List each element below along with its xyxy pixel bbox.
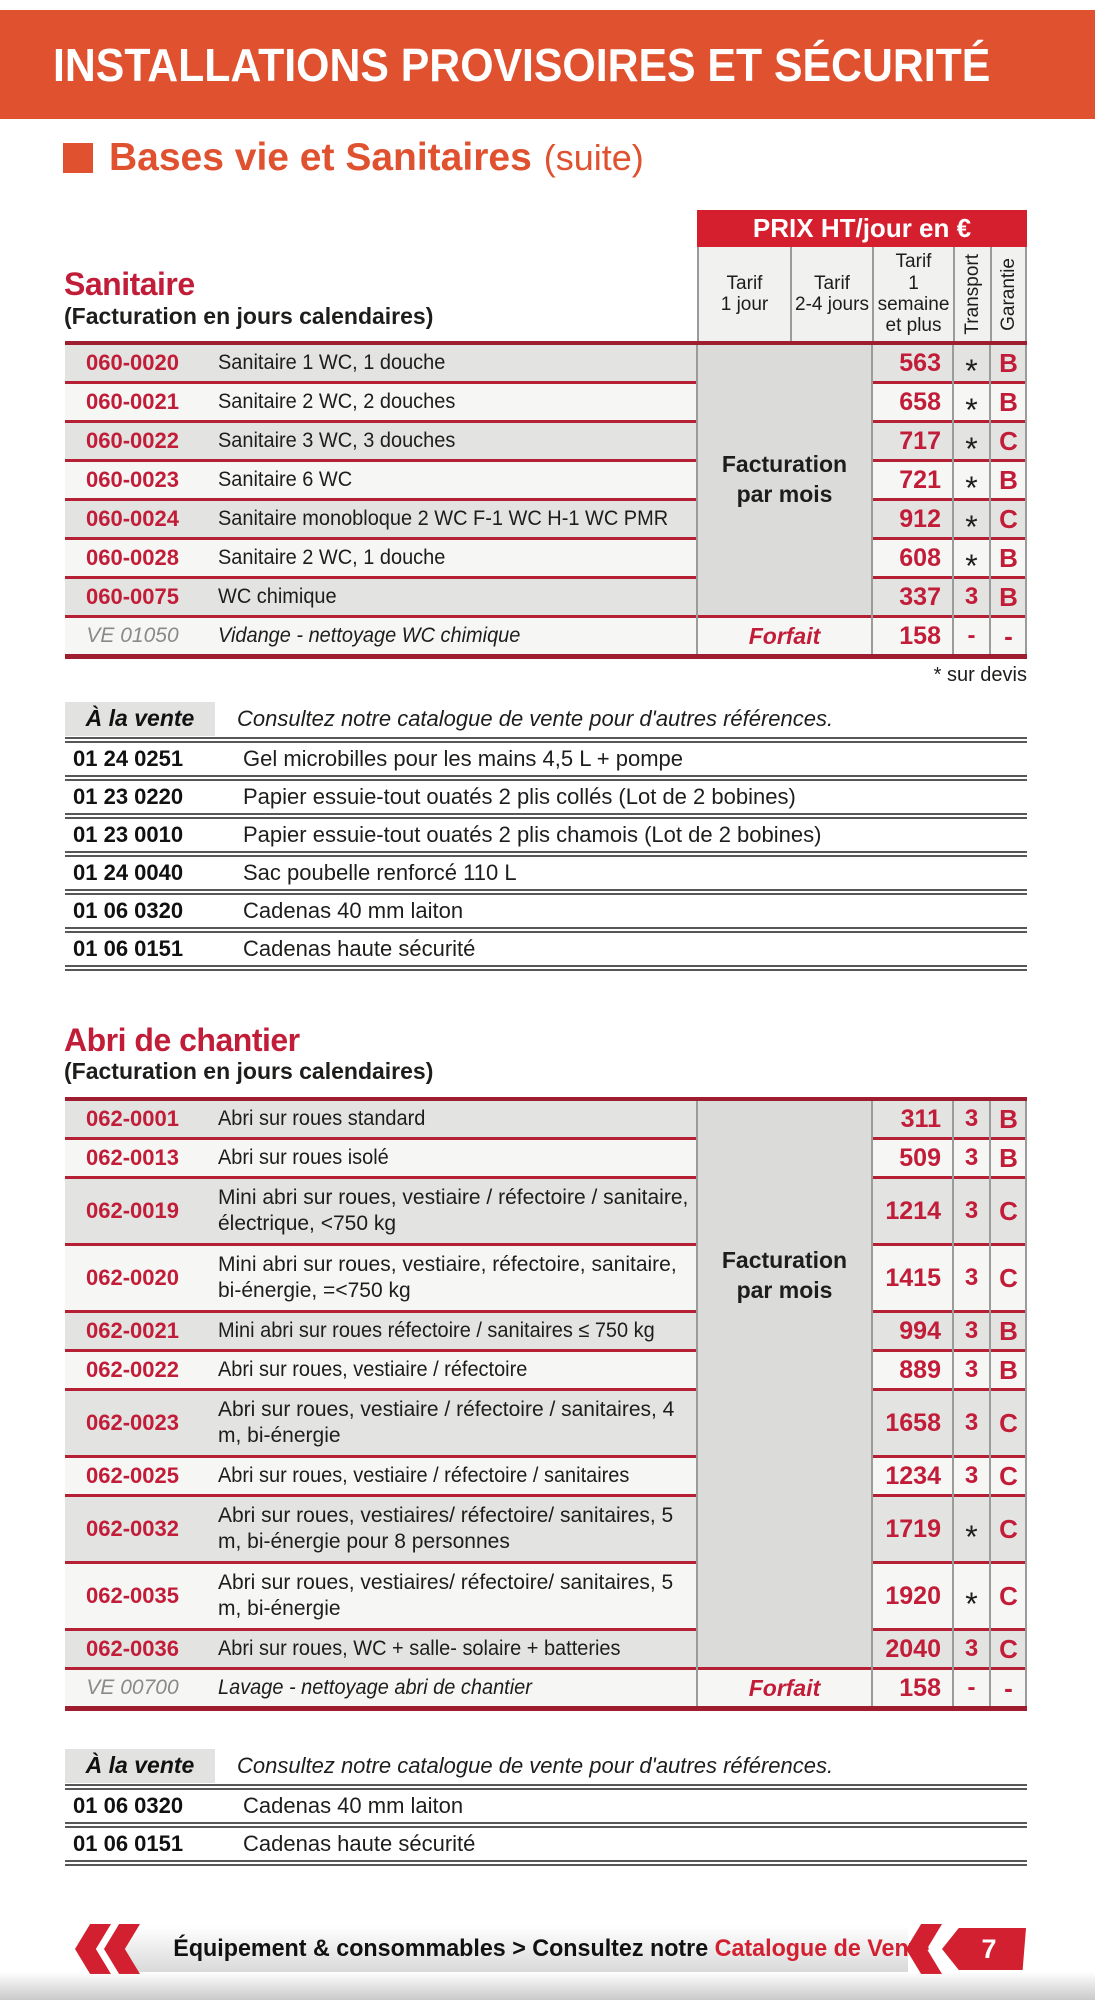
table-row-vente: VE 00700 Lavage - nettoyage abri de chan… xyxy=(65,1667,1027,1706)
table-row: 062-0022 Abri sur roues, vestiaire / réf… xyxy=(65,1349,1027,1388)
column-divider xyxy=(952,1101,954,1706)
forfait-cell: Forfait xyxy=(748,622,821,649)
column-divider xyxy=(1025,345,1027,654)
table-row: 060-0022 Sanitaire 3 WC, 3 douches 717 *… xyxy=(65,420,1027,467)
column-divider xyxy=(696,1101,698,1706)
price-banner-label: PRIX HT/jour en € xyxy=(752,213,972,243)
page-number-badge: 7 xyxy=(942,1928,1026,1970)
table-row: 062-0019 Mini abri sur roues, vestiaire … xyxy=(65,1176,1027,1243)
facturation-merged-cell: Facturation par mois xyxy=(697,345,872,615)
list-item: 01 23 0010 Papier essuie-tout ouatés 2 p… xyxy=(65,813,1027,851)
abri-table: 062-0001 Abri sur roues standard 311 3 B… xyxy=(65,1097,1027,1711)
footer-band: Équipement & consommables > Consultez no… xyxy=(118,1926,929,1972)
sanitaire-title: Sanitaire xyxy=(64,266,195,302)
table-row: 062-0025 Abri sur roues, vestiaire / réf… xyxy=(65,1455,1027,1494)
vente-note: Consultez notre catalogue de vente pour … xyxy=(237,705,834,731)
vente-note: Consultez notre catalogue de vente pour … xyxy=(237,1752,834,1778)
table-row: 060-0023 Sanitaire 6 WC 721 * B xyxy=(65,459,1027,506)
section-title: Bases vie et Sanitaires xyxy=(109,136,532,179)
list-item: 01 06 0151 Cadenas haute sécurité xyxy=(65,927,1027,965)
footnote-sur-devis: * sur devis xyxy=(933,664,1027,686)
column-divider xyxy=(871,1101,873,1706)
facturation-merged-cell: Facturation par mois xyxy=(697,1101,872,1667)
column-header-transport: Transport xyxy=(953,247,990,341)
section-heading: Bases vie et Sanitaires (suite) xyxy=(63,136,644,180)
table-row: 060-0028 Sanitaire 2 WC, 1 douche 608 * … xyxy=(65,537,1027,584)
list-item: 01 24 0251 Gel microbilles pour les main… xyxy=(65,737,1027,775)
vente-header: À la vente Consultez notre catalogue de … xyxy=(65,1747,1027,1784)
abri-title: Abri de chantier xyxy=(64,1022,300,1058)
column-divider xyxy=(952,345,954,654)
table-row-vente: VE 01050 Vidange - nettoyage WC chimique… xyxy=(65,615,1027,654)
column-divider xyxy=(989,1101,991,1706)
list-item: 01 06 0151 Cadenas haute sécurité xyxy=(65,1822,1027,1860)
section-suffix: (suite) xyxy=(543,137,644,178)
column-divider xyxy=(989,345,991,654)
price-banner: PRIX HT/jour en € xyxy=(697,210,1027,247)
table-row: 060-0020 Sanitaire 1 WC, 1 douche 563 * … xyxy=(65,345,1027,389)
list-item: 01 24 0040 Sac poubelle renforcé 110 L xyxy=(65,851,1027,889)
footer-catalogue-link[interactable]: Catalogue de Vente xyxy=(714,1935,930,1962)
abri-subtitle: (Facturation en jours calendaires) xyxy=(64,1058,434,1084)
table-row: 060-0075 WC chimique 337 3 B xyxy=(65,576,1027,615)
column-divider xyxy=(1025,1101,1027,1706)
forfait-cell: Forfait xyxy=(748,1674,821,1701)
column-header-tarif-1-semaine: Tarif 1 semaine et plus xyxy=(872,247,953,341)
table-row: 062-0036 Abri sur roues, WC + salle- sol… xyxy=(65,1628,1027,1667)
sanitaire-table: 060-0020 Sanitaire 1 WC, 1 douche 563 * … xyxy=(65,341,1027,659)
table-row: 062-0021 Mini abri sur roues réfectoire … xyxy=(65,1310,1027,1349)
table-row: 060-0021 Sanitaire 2 WC, 2 douches 658 *… xyxy=(65,381,1027,428)
table-row: 062-0020 Mini abri sur roues, vestiaire,… xyxy=(65,1243,1027,1310)
table-row: 062-0001 Abri sur roues standard 311 3 B xyxy=(65,1101,1027,1137)
vente-list-2: À la vente Consultez notre catalogue de … xyxy=(65,1747,1027,1866)
table-row: 062-0032 Abri sur roues, vestiaires/ réf… xyxy=(65,1494,1027,1561)
footer-text: Équipement & consommables > Consultez no… xyxy=(173,1935,930,1962)
list-item: 01 06 0320 Cadenas 40 mm laiton xyxy=(65,889,1027,927)
column-divider xyxy=(871,345,873,654)
vente-label: À la vente xyxy=(65,701,215,736)
sanitaire-subtitle: (Facturation en jours calendaires) xyxy=(64,303,434,329)
column-header-tarif-1-jour: Tarif 1 jour xyxy=(697,247,790,341)
table-row: 062-0023 Abri sur roues, vestiaire / réf… xyxy=(65,1388,1027,1455)
column-divider xyxy=(696,345,698,654)
price-column-headers: Tarif 1 jour Tarif 2-4 jours Tarif 1 sem… xyxy=(697,247,1027,341)
page-title: INSTALLATIONS PROVISOIRES ET SÉCURITÉ xyxy=(53,38,991,91)
vente-label: À la vente xyxy=(65,1748,215,1783)
vente-list-1: À la vente Consultez notre catalogue de … xyxy=(65,700,1027,971)
chevron-left-icon xyxy=(906,1924,942,1974)
list-item: 01 06 0320 Cadenas 40 mm laiton xyxy=(65,1784,1027,1822)
table-row: 062-0035 Abri sur roues, vestiaires/ réf… xyxy=(65,1561,1027,1628)
vente-header: À la vente Consultez notre catalogue de … xyxy=(65,700,1027,737)
square-bullet-icon xyxy=(63,143,93,173)
table-row: 062-0013 Abri sur roues isolé 509 3 B xyxy=(65,1137,1027,1176)
list-item: 01 23 0220 Papier essuie-tout ouatés 2 p… xyxy=(65,775,1027,813)
column-header-tarif-2-4-jours: Tarif 2-4 jours xyxy=(790,247,872,341)
column-header-garantie: Garantie xyxy=(990,247,1027,341)
table-row: 060-0024 Sanitaire monobloque 2 WC F-1 W… xyxy=(65,498,1027,545)
page-banner: INSTALLATIONS PROVISOIRES ET SÉCURITÉ xyxy=(0,10,1095,119)
